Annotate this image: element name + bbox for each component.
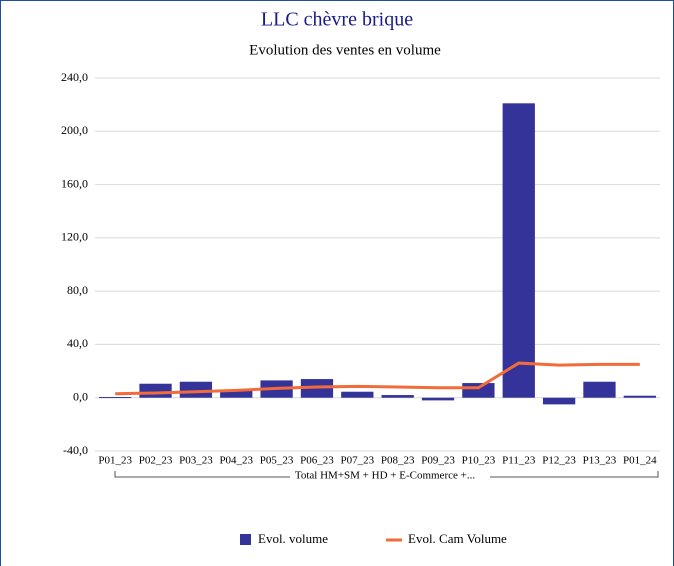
y-tick-label: 240,0 (61, 70, 88, 84)
x-tick-label: P01_23 (98, 455, 132, 467)
y-tick-label: 40,0 (67, 336, 88, 350)
x-tick-label: P01_24 (623, 455, 657, 467)
bar (462, 383, 495, 398)
x-tick-label: P02_23 (139, 455, 173, 467)
bar (341, 391, 374, 398)
bar (381, 395, 414, 398)
x-tick-label: P05_23 (260, 455, 294, 467)
legend-label: Evol. volume (258, 531, 328, 546)
y-tick-label: 120,0 (61, 230, 88, 244)
x-tick-label: P06_23 (300, 455, 334, 467)
line (115, 361, 640, 396)
x-tick-label: P12_23 (542, 455, 576, 467)
bar (179, 381, 213, 398)
y-tick-label: 0,0 (73, 389, 88, 403)
bar (623, 395, 656, 398)
bar (542, 397, 576, 405)
bar (583, 381, 616, 398)
chart-title: LLC chèvre brique (261, 9, 413, 31)
legend-label: Evol. Cam Volume (408, 531, 507, 546)
x-tick-label: P13_23 (583, 455, 617, 467)
x-tick-label: P03_23 (179, 455, 213, 467)
bar (502, 103, 535, 398)
x-tick-label: P04_23 (219, 455, 253, 467)
chart-subtitle: Evolution des ventes en volume (249, 42, 441, 58)
x-tick-label: P08_23 (381, 455, 415, 467)
y-tick-label: 80,0 (67, 283, 88, 297)
bar (99, 397, 132, 399)
y-tick-label: 160,0 (61, 176, 88, 190)
bar (421, 397, 455, 401)
group-label: Total HM+SM + HD + E-Commerce +... (295, 470, 475, 482)
x-tick-label: P10_23 (462, 455, 496, 467)
x-tick-label: P09_23 (421, 455, 455, 467)
x-tick-label: P07_23 (341, 455, 375, 467)
group-label-bg (290, 471, 490, 483)
y-tick-label: -40,0 (63, 443, 88, 457)
y-tick-label: 200,0 (61, 123, 88, 137)
legend-swatch (240, 534, 251, 545)
bar (139, 383, 172, 398)
x-tick-label: P11_23 (502, 455, 536, 467)
bar (220, 389, 253, 398)
